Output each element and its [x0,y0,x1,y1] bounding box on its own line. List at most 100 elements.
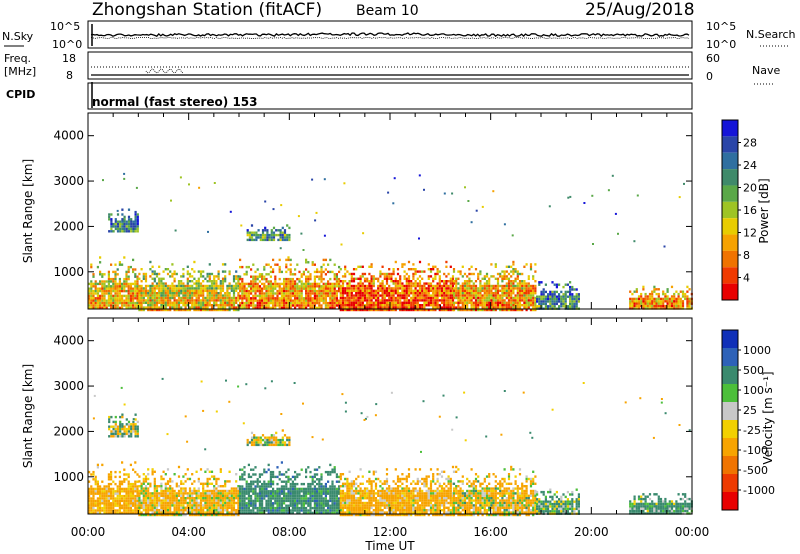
heatmap-cell [90,299,93,302]
heatmap-cell [459,299,462,302]
heatmap-cell [151,294,154,297]
heatmap-cell [410,308,413,312]
heatmap-cell [252,275,255,278]
heatmap-cell [507,287,511,290]
heatmap-cell [158,289,161,292]
heatmap-cell [171,504,174,507]
heatmap-cell [254,502,257,505]
heatmap-cell [256,287,259,290]
heatmap-cell [392,270,395,273]
heatmap-cell [368,282,371,285]
heatmap-cell [240,224,243,227]
heatmap-cell [313,499,316,503]
heatmap-cell [92,297,95,300]
heatmap-cell [245,497,248,500]
heatmap-cell [305,470,308,474]
heatmap-cell [121,435,124,438]
heatmap-cell [180,482,183,485]
heatmap-cell [278,285,281,288]
heatmap-cell [468,296,471,300]
heatmap-cell [202,504,205,507]
heatmap-cell [99,270,102,274]
heatmap-cell [555,283,558,286]
heatmap-cell [228,296,231,300]
heatmap-cell [270,236,273,239]
heatmap-cell [288,238,291,242]
heatmap-cell [390,299,393,302]
heatmap-cell [199,499,203,502]
heatmap-cell [99,485,102,488]
heatmap-cell [155,272,159,276]
heatmap-cell [155,506,159,509]
heatmap-cell [241,304,244,307]
heatmap-cell [112,277,115,281]
heatmap-cell [436,284,439,288]
heatmap-cell [377,301,380,304]
heatmap-cell [313,506,316,510]
heatmap-cell [147,473,150,476]
heatmap-cell [208,482,211,485]
heatmap-cell [208,308,211,312]
heatmap-cell [421,304,424,307]
heatmap-cell [151,509,154,512]
heatmap-cell [359,304,362,307]
heatmap-cell [140,280,143,283]
heatmap-cell [555,300,558,303]
noise-tick-bottom-right: 10^0 [706,38,736,51]
heatmap-cell [532,308,535,312]
heatmap-cell [188,492,192,495]
heatmap-cell [250,301,253,305]
heatmap-cell [166,299,170,302]
heatmap-cell [688,297,691,301]
heatmap-cell [279,247,282,250]
heatmap-cell [514,280,517,283]
heatmap-cell [269,506,272,510]
heatmap-cell [296,277,299,281]
heatmap-cell [182,299,185,302]
heatmap-cell [381,301,384,304]
heatmap-cell [243,304,246,307]
heatmap-cell [311,301,314,305]
heatmap-cell [366,304,369,307]
heatmap-cell [116,227,120,231]
heatmap-cell [302,273,305,276]
heatmap-cell [241,265,244,269]
heatmap-cell [134,275,137,278]
heatmap-cell [175,485,178,488]
heatmap-cell [501,270,504,273]
heatmap-cell [134,227,137,231]
heatmap-cell [427,277,430,280]
heatmap-cell [291,304,294,307]
heatmap-cell [206,492,209,495]
heatmap-cell [544,283,547,286]
heatmap-cell [213,513,216,517]
heatmap-cell [134,285,137,288]
heatmap-cell [256,268,259,271]
heatmap-cell [285,299,288,302]
heatmap-cell [385,275,389,278]
heatmap-cell [164,292,167,295]
heatmap-cell [333,287,336,290]
heatmap-cell [151,265,154,268]
heatmap-cell [99,287,102,290]
heatmap-cell [191,494,194,497]
heatmap-cell [475,209,478,212]
heatmap-cell [121,218,124,221]
heatmap-cell [518,308,522,312]
heatmap-cell [144,277,148,280]
heatmap-cell [202,499,205,502]
heatmap-cell [195,497,198,500]
heatmap-cell [571,302,574,306]
heatmap-cell [107,292,110,295]
heatmap-cell [429,270,433,273]
heatmap-cell [518,280,522,283]
heatmap-cell [278,490,281,493]
heatmap-cell [542,302,545,306]
heatmap-cell [344,289,347,292]
heatmap-cell [564,302,567,306]
heatmap-cell [114,415,117,419]
heatmap-cell [368,304,371,307]
heatmap-cell [322,277,325,281]
heatmap-cell [136,299,139,302]
heatmap-cell [379,275,382,278]
